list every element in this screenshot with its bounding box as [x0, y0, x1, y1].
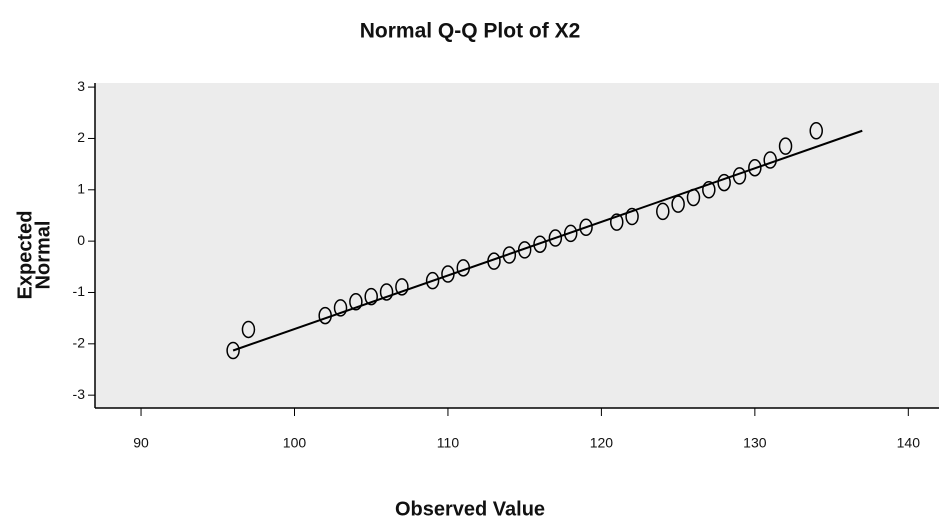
- y-tick-label: 2: [77, 129, 85, 145]
- x-tick-label: 130: [743, 435, 767, 451]
- point: [671, 195, 685, 213]
- point: [226, 341, 240, 360]
- y-tick-label: -2: [73, 335, 86, 351]
- x-tick-label: 140: [897, 435, 921, 451]
- point: [809, 121, 823, 140]
- point: [241, 320, 256, 339]
- point: [441, 265, 455, 283]
- point: [533, 235, 547, 253]
- x-tick-label: 120: [590, 435, 614, 451]
- point: [563, 224, 578, 243]
- point: [609, 213, 624, 231]
- y-tick-label: 3: [77, 78, 85, 94]
- chart-title: Normal Q-Q Plot of X2: [360, 20, 581, 43]
- point: [364, 287, 378, 306]
- y-tick-label: -3: [73, 386, 86, 402]
- point: [548, 229, 563, 247]
- x-tick-label: 90: [133, 435, 149, 451]
- point: [625, 207, 639, 226]
- point: [349, 292, 363, 311]
- point: [318, 306, 332, 325]
- point: [487, 252, 501, 270]
- point: [517, 241, 532, 259]
- point: [379, 283, 394, 301]
- y-tick-label: 0: [77, 232, 85, 248]
- y-axis-label-line: Expected: [14, 211, 36, 300]
- point: [732, 167, 747, 185]
- point: [425, 271, 440, 290]
- y-tick-label: 1: [77, 180, 85, 196]
- x-axis-label: Observed Value: [395, 498, 545, 520]
- point: [656, 202, 670, 221]
- reference-line: [232, 129, 863, 352]
- y-axis-label: Expected Normal: [14, 211, 54, 300]
- point: [333, 299, 348, 317]
- point: [763, 151, 777, 169]
- point: [778, 137, 793, 155]
- point: [502, 246, 517, 264]
- y-tick-label: -1: [73, 283, 86, 299]
- point: [579, 218, 593, 237]
- point: [717, 173, 731, 192]
- plot-area: [95, 83, 939, 408]
- x-tick-label: 110: [437, 435, 460, 451]
- x-tick-label: 100: [283, 435, 307, 451]
- point: [456, 259, 471, 277]
- point: [686, 188, 701, 207]
- point: [395, 278, 409, 296]
- y-axis-label-line: Normal: [32, 221, 54, 290]
- point: [702, 181, 716, 199]
- point: [748, 158, 762, 177]
